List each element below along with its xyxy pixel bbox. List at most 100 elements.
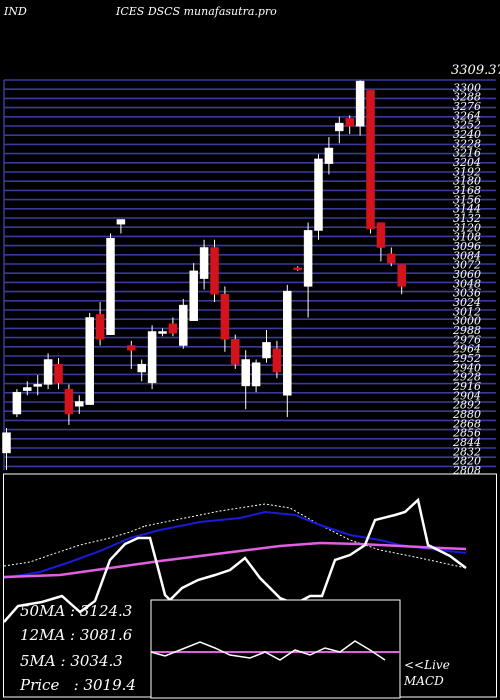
price-tick-label: 3000 xyxy=(453,315,481,328)
price-tick-label: 3216 xyxy=(453,147,481,160)
candle-body xyxy=(2,432,11,454)
ma50-label: 50MA : 3124.3 xyxy=(20,602,133,620)
price-tick-label: 3204 xyxy=(453,156,481,169)
candle xyxy=(12,389,22,418)
candle-body xyxy=(158,331,167,334)
price-tick-label: 2964 xyxy=(452,343,481,356)
candlesticks xyxy=(2,80,406,470)
price-tick-label: 3012 xyxy=(453,305,481,318)
price-tick-label: 2844 xyxy=(452,436,481,449)
candle xyxy=(231,334,240,369)
candle xyxy=(355,80,365,136)
price-tick-label: 3156 xyxy=(453,193,481,206)
price-tick-label: 3120 xyxy=(453,221,481,234)
candle-body xyxy=(324,147,334,164)
candle-body xyxy=(335,122,344,132)
candle xyxy=(168,317,178,337)
candle-body xyxy=(168,323,178,334)
price-tick-label: 3024 xyxy=(453,296,481,309)
candle xyxy=(366,90,375,234)
candle-body xyxy=(43,359,53,385)
header-left-text: IND xyxy=(3,5,27,18)
dotted-ma-line xyxy=(144,503,467,569)
price-tick-label: 2820 xyxy=(452,455,481,468)
candle-body xyxy=(241,359,250,387)
candle xyxy=(137,359,146,382)
candle-body xyxy=(33,384,42,387)
candle-body xyxy=(262,342,271,359)
candle xyxy=(127,340,136,369)
price-tick-label: 3048 xyxy=(453,277,481,290)
candle-body xyxy=(189,270,198,321)
price-tick-label: 2808 xyxy=(452,464,481,477)
price-label: Price : 3019.4 xyxy=(20,676,136,694)
candle-body xyxy=(345,118,354,127)
candle xyxy=(303,222,313,318)
candle xyxy=(272,340,282,379)
candle-body xyxy=(64,388,74,415)
price-tick-label: 2892 xyxy=(452,399,481,412)
price-tick-label: 2988 xyxy=(452,324,481,337)
candle-body xyxy=(75,401,84,407)
candle xyxy=(23,381,32,396)
candle xyxy=(75,395,84,414)
candle xyxy=(241,350,250,410)
candle-body xyxy=(314,158,323,231)
price-tick-label: 3192 xyxy=(453,165,481,178)
candle-body xyxy=(251,362,261,387)
candle-body xyxy=(231,339,240,365)
ma5-label: 5MA : 3034.3 xyxy=(20,652,123,670)
candle xyxy=(158,328,167,337)
candle-body xyxy=(54,363,63,384)
candle xyxy=(376,222,386,262)
candle xyxy=(2,428,11,470)
candle xyxy=(199,239,209,290)
candle xyxy=(116,219,126,234)
candle-body xyxy=(272,348,282,373)
price-tick-label: 2928 xyxy=(452,371,481,384)
price-tick-label: 3180 xyxy=(453,175,481,188)
live-label: <<Live xyxy=(404,658,450,672)
candle xyxy=(387,247,396,267)
candle-body xyxy=(147,331,157,384)
pink-ma-line xyxy=(3,541,467,579)
candle xyxy=(397,264,406,295)
candle-body xyxy=(220,293,230,340)
price-tick-label: 2952 xyxy=(452,352,481,365)
price-tick-label: 2940 xyxy=(452,361,481,374)
candle-body xyxy=(366,90,375,230)
candle xyxy=(64,384,74,425)
candle xyxy=(293,266,302,271)
price-tick-label: 2868 xyxy=(452,417,481,430)
price-tick-label: 3036 xyxy=(453,287,481,300)
candle xyxy=(262,330,271,363)
macd-label: MACD xyxy=(404,674,444,688)
candle xyxy=(324,137,334,175)
blue-ma-line xyxy=(3,510,467,579)
price-tick-label: 3132 xyxy=(453,212,481,225)
candle xyxy=(33,375,42,396)
price-tick-label: 3264 xyxy=(453,109,481,122)
candle-body xyxy=(179,304,188,346)
price-tick-label: 2880 xyxy=(452,408,481,421)
price-tick-labels: 3300328832763264325232403228321632043192… xyxy=(452,81,481,477)
candle-body xyxy=(12,391,22,415)
price-top-label: 3309.37 xyxy=(451,63,500,78)
candle xyxy=(147,325,157,390)
price-tick-label: 3108 xyxy=(453,231,481,244)
candle xyxy=(189,263,198,321)
candle-body xyxy=(355,80,365,127)
macd-lines xyxy=(150,640,400,661)
price-tick-label: 3228 xyxy=(453,137,481,150)
candle-body xyxy=(127,345,136,351)
candle xyxy=(106,233,115,335)
candle-body xyxy=(137,363,146,373)
indicator-lines xyxy=(3,497,467,623)
price-tick-label: 2916 xyxy=(452,380,481,393)
candle-body xyxy=(293,267,302,271)
price-tick-label: 3144 xyxy=(453,203,481,216)
candle xyxy=(220,286,230,352)
price-tick-label: 2976 xyxy=(452,333,481,346)
candle-body xyxy=(106,237,115,335)
